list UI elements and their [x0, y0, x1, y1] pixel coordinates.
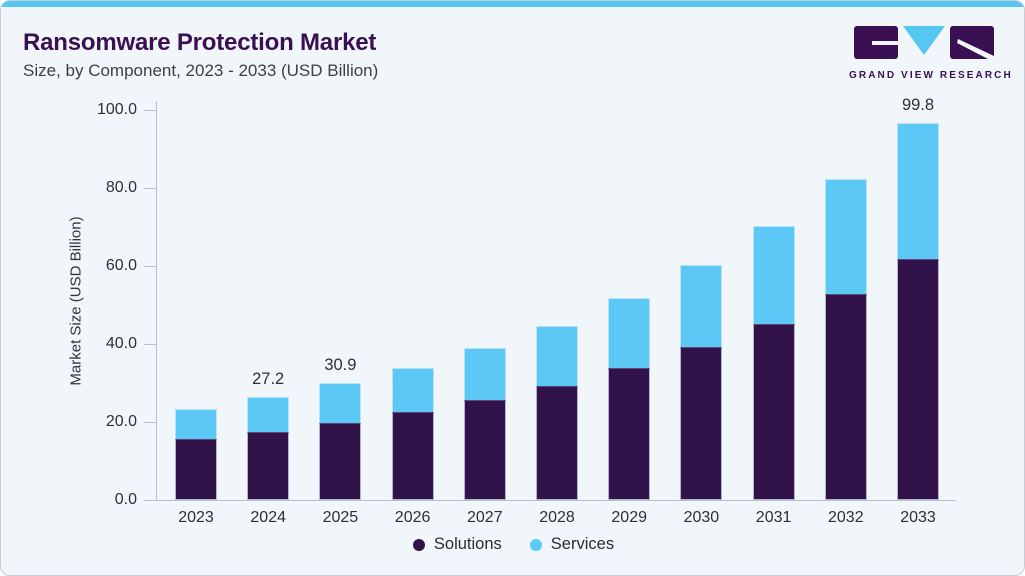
- legend-dot-icon: [412, 538, 425, 551]
- y-tick-label: 60.0: [105, 257, 137, 274]
- bar-2027: [463, 348, 506, 500]
- y-tick-label: 40.0: [105, 335, 137, 352]
- y-tick-mark: [144, 109, 157, 111]
- y-tick-mark: [144, 187, 157, 189]
- bar-2028: [536, 325, 578, 500]
- top-accent-bar: [1, 1, 1024, 7]
- x-axis-label: 2029: [611, 509, 647, 526]
- bar-segment-solutions: [247, 431, 290, 500]
- bar-segment-solutions: [608, 368, 651, 500]
- bar-segment-services: [536, 325, 578, 386]
- bar-2033: [897, 122, 939, 500]
- bar-total-label: 99.8: [901, 95, 935, 114]
- x-axis-label: 2024: [250, 509, 286, 526]
- gvr-logo-text: GRAND VIEW RESEARCH: [849, 70, 1013, 81]
- y-tick-mark: [144, 265, 157, 267]
- bar-2024: [247, 397, 290, 500]
- bar-segment-services: [680, 264, 723, 347]
- bar-2031: [752, 226, 795, 500]
- bar-2032: [824, 178, 867, 500]
- bar-segment-solutions: [536, 385, 578, 500]
- legend-label: Solutions: [433, 535, 502, 553]
- y-tick-label: 100.0: [96, 101, 137, 118]
- bar-segment-solutions: [897, 258, 939, 500]
- bar-segment-services: [463, 348, 506, 401]
- page-title: Ransomware Protection Market: [23, 29, 377, 56]
- bar-segment-solutions: [463, 400, 506, 500]
- bar-2029: [608, 298, 651, 500]
- x-axis-label: 2030: [683, 509, 720, 526]
- bar-segment-services: [752, 226, 795, 324]
- x-axis-label: 2027: [467, 509, 503, 526]
- legend-item-services: Services: [529, 535, 615, 554]
- y-tick-mark: [144, 421, 157, 423]
- bar-total-label: 27.2: [252, 370, 285, 389]
- bar-2030: [680, 264, 723, 500]
- x-axis-label: 2033: [900, 509, 936, 526]
- bar-segment-solutions: [319, 423, 362, 500]
- bar-2026: [391, 367, 434, 500]
- plot-area: 0.0 20.0 40.0 60.0 80.0 100.0 2023 27.2 2024 30.9…: [97, 96, 956, 526]
- bar-total-label: 30.9: [324, 356, 357, 375]
- x-axis-label: 2026: [394, 509, 431, 526]
- bar-segment-solutions: [391, 412, 434, 500]
- x-axis-label: 2028: [539, 509, 575, 526]
- gvr-logo: GRAND VIEW RESEARCH: [849, 25, 1013, 81]
- bar-segment-services: [824, 178, 867, 294]
- bar-segment-solutions: [175, 439, 217, 500]
- legend: Solutions Services: [1, 535, 1024, 554]
- bar-2025: [319, 383, 362, 500]
- y-tick-label: 20.0: [105, 413, 137, 430]
- x-axis-label: 2023: [178, 509, 214, 526]
- legend-label: Services: [550, 535, 615, 553]
- y-tick-mark: [144, 499, 157, 501]
- bar-2023: [175, 409, 217, 500]
- bar-segment-services: [391, 367, 434, 413]
- bar-segment-services: [608, 298, 651, 369]
- y-tick-label: 0.0: [114, 491, 137, 508]
- bar-segment-services: [175, 409, 217, 440]
- y-axis-title: Market Size (USD Billion): [67, 216, 85, 386]
- bar-segment-solutions: [824, 293, 867, 500]
- bar-segment-services: [319, 383, 362, 424]
- bar-segment-solutions: [752, 323, 795, 500]
- bar-segment-services: [247, 397, 290, 432]
- x-axis-label: 2032: [828, 509, 864, 526]
- x-axis-label: 2031: [755, 509, 792, 526]
- legend-dot-icon: [529, 538, 542, 551]
- legend-item-solutions: Solutions: [412, 535, 502, 554]
- y-tick-mark: [144, 343, 157, 345]
- page-subtitle: Size, by Component, 2023 - 2033 (USD Bil…: [23, 61, 379, 80]
- bar-segment-services: [897, 122, 939, 259]
- y-tick-label: 80.0: [105, 179, 137, 196]
- bar-segment-solutions: [680, 346, 723, 500]
- x-axis-label: 2025: [322, 509, 359, 526]
- gvr-logo-icon: [854, 26, 994, 59]
